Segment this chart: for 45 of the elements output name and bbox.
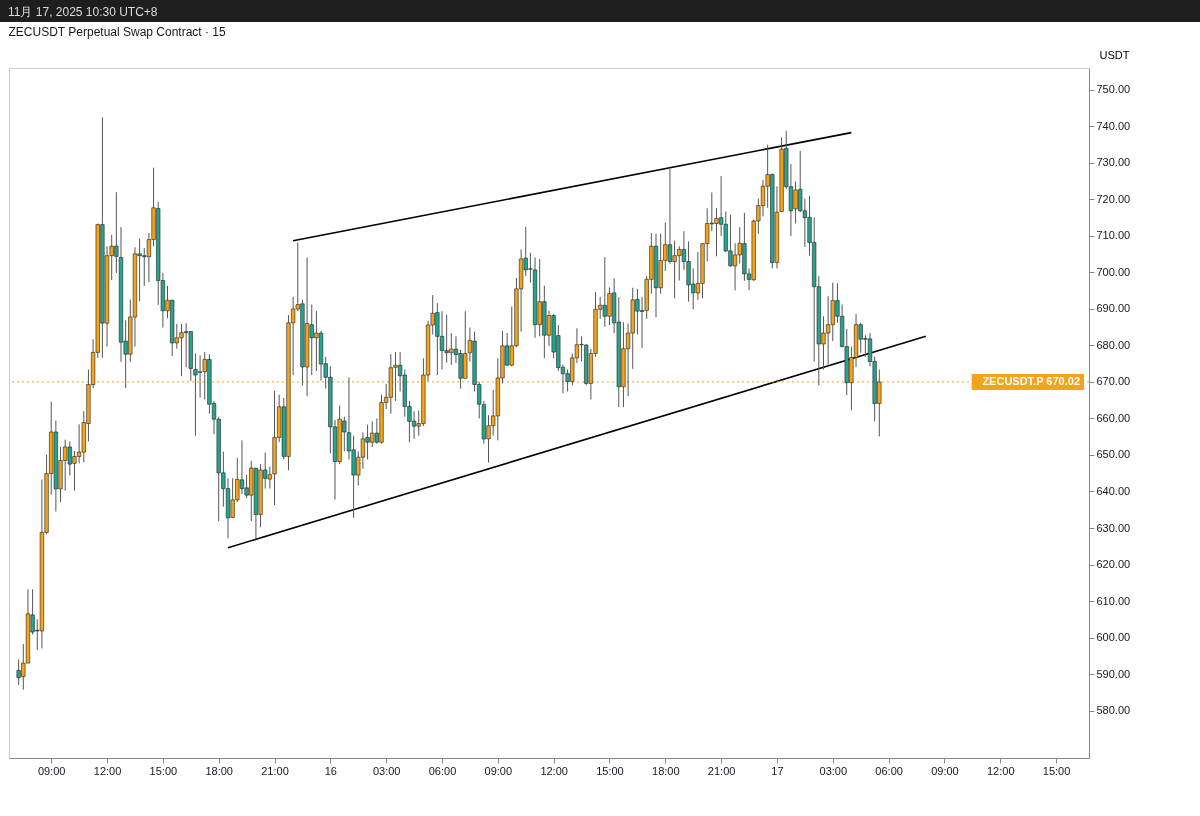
text: 11月 17, 2025 10:30 UTC+8 [0, 0, 1200, 22]
x-tick-label: 09:00 [484, 764, 513, 777]
x-tick-label: 12:00 [540, 764, 568, 777]
x-tick-label: 06:00 [428, 764, 457, 777]
y-tick-label: 670.00 [1096, 375, 1131, 388]
y-tick-label: 690.00 [1096, 302, 1131, 315]
x-tick-label: 21:00 [707, 764, 736, 777]
y-tick-label: 620.00 [1096, 558, 1131, 571]
x-tick-label: 09:00 [37, 764, 66, 777]
y-tick-label: 720.00 [1096, 192, 1131, 205]
y-tick-label: 660.00 [1096, 411, 1131, 424]
candlestick [667, 168, 673, 265]
y-tick-label: 680.00 [1096, 338, 1131, 351]
x-tick-label: 03:00 [819, 764, 848, 777]
x-tick-label: 12:00 [987, 764, 1015, 777]
y-tick-label: 640.00 [1096, 484, 1131, 497]
y-tick-label: 600.00 [1096, 631, 1131, 644]
candlestick [411, 410, 417, 440]
chart-title: ZECUSDT Perpetual Swap Contract · 15 [8, 25, 227, 39]
x-tick-label: 06:00 [875, 764, 903, 777]
y-tick-label: 590.00 [1096, 667, 1131, 680]
y-tick-label: 730.00 [1096, 156, 1131, 169]
x-tick-label: 12:00 [93, 764, 122, 777]
x-tick-label: 03:00 [372, 764, 401, 777]
candlestick [672, 240, 677, 299]
x-tick-label: 09:00 [931, 764, 959, 777]
x-tick-label: 15:00 [149, 764, 178, 777]
y-tick-label: 750.00 [1096, 83, 1131, 96]
y-tick-label: 740.00 [1096, 119, 1131, 132]
x-tick-label: 15:00 [596, 764, 624, 777]
y-tick-label: 580.00 [1096, 704, 1131, 717]
candlestick [439, 310, 445, 371]
y-tick-label: 650.00 [1096, 448, 1131, 461]
x-tick-label: 18:00 [652, 764, 680, 777]
x-tick-label: 17 [771, 764, 784, 777]
y-tick-label: 710.00 [1096, 229, 1131, 242]
x-tick-label: 18:00 [205, 764, 233, 777]
x-tick-label: 21:00 [261, 764, 289, 777]
y-tick-label: 700.00 [1096, 265, 1131, 278]
y-tick-label: 630.00 [1096, 521, 1131, 534]
y-axis-title: USDT [1099, 48, 1130, 61]
y-tick-label: 610.00 [1096, 594, 1131, 607]
x-tick-label: 16 [324, 764, 337, 777]
ref-line-label: ZECUSDT.P 670.02 [982, 374, 1080, 387]
x-tick-label: 15:00 [1042, 764, 1071, 777]
